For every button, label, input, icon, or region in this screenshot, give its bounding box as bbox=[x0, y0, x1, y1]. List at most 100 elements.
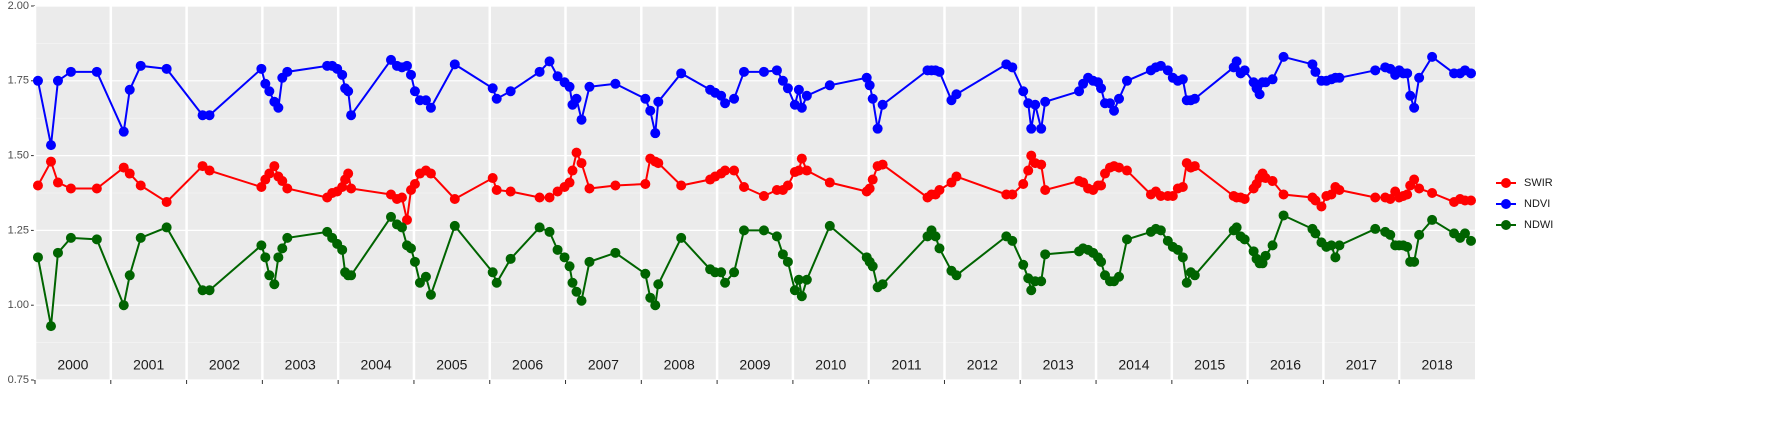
data-point bbox=[65, 66, 76, 77]
data-point bbox=[861, 72, 872, 83]
data-point bbox=[135, 232, 146, 243]
data-point bbox=[420, 271, 431, 282]
data-point bbox=[1189, 93, 1200, 104]
data-point bbox=[1278, 51, 1289, 62]
legend-key-point bbox=[1501, 220, 1511, 230]
legend-label: SWIR bbox=[1524, 177, 1553, 189]
data-point bbox=[1114, 93, 1125, 104]
data-point bbox=[1316, 201, 1327, 212]
data-point bbox=[934, 66, 945, 77]
data-point bbox=[571, 147, 582, 158]
data-point bbox=[934, 243, 945, 254]
data-point bbox=[1267, 176, 1278, 187]
data-point bbox=[951, 89, 962, 100]
data-point bbox=[260, 78, 271, 89]
data-point bbox=[505, 186, 516, 197]
data-point bbox=[824, 177, 835, 188]
data-point bbox=[91, 66, 102, 77]
data-point bbox=[576, 295, 587, 306]
data-point bbox=[1427, 51, 1438, 62]
data-point bbox=[1189, 270, 1200, 281]
data-point bbox=[1385, 229, 1396, 240]
data-point bbox=[1402, 241, 1413, 252]
data-point bbox=[1109, 105, 1120, 116]
data-point bbox=[409, 256, 420, 267]
data-point bbox=[45, 321, 56, 332]
data-point bbox=[1036, 123, 1047, 134]
data-point bbox=[676, 180, 687, 191]
data-point bbox=[1036, 276, 1047, 287]
data-point bbox=[256, 63, 267, 74]
data-point bbox=[567, 165, 578, 176]
data-point bbox=[277, 243, 288, 254]
data-point bbox=[273, 252, 284, 263]
data-point bbox=[401, 60, 412, 71]
data-point bbox=[934, 185, 945, 196]
data-point bbox=[1177, 74, 1188, 85]
data-point bbox=[676, 232, 687, 243]
data-point bbox=[256, 240, 267, 251]
data-point bbox=[640, 93, 651, 104]
data-point bbox=[1248, 246, 1259, 257]
data-point bbox=[45, 140, 56, 151]
data-point bbox=[273, 102, 284, 113]
data-point bbox=[1074, 86, 1085, 97]
data-point bbox=[1114, 162, 1125, 173]
data-point bbox=[777, 75, 788, 86]
data-point bbox=[758, 66, 769, 77]
data-point bbox=[1409, 174, 1420, 185]
data-point bbox=[584, 81, 595, 92]
data-point bbox=[653, 158, 664, 169]
data-point bbox=[264, 86, 275, 97]
data-point bbox=[1121, 234, 1132, 245]
data-point bbox=[576, 114, 587, 125]
data-point bbox=[409, 179, 420, 190]
data-point bbox=[1023, 165, 1034, 176]
data-point bbox=[610, 78, 621, 89]
y-tick-label: 1.50 bbox=[8, 150, 29, 162]
data-point bbox=[1239, 65, 1250, 76]
data-point bbox=[796, 291, 807, 302]
data-point bbox=[264, 168, 275, 179]
data-point bbox=[567, 277, 578, 288]
data-point bbox=[1167, 190, 1178, 201]
data-point bbox=[716, 90, 727, 101]
data-point bbox=[1414, 229, 1425, 240]
data-point bbox=[534, 66, 545, 77]
data-point bbox=[1121, 75, 1132, 86]
data-point bbox=[1310, 228, 1321, 239]
data-point bbox=[32, 180, 43, 191]
data-point bbox=[1310, 66, 1321, 77]
data-point bbox=[1465, 235, 1476, 246]
data-point bbox=[720, 98, 731, 109]
data-point bbox=[1026, 123, 1037, 134]
data-point bbox=[161, 222, 172, 233]
data-point bbox=[824, 80, 835, 91]
data-point bbox=[739, 225, 750, 236]
data-point bbox=[645, 292, 656, 303]
data-point bbox=[877, 99, 888, 110]
data-point bbox=[758, 225, 769, 236]
data-point bbox=[1007, 62, 1018, 73]
data-point bbox=[449, 220, 460, 231]
data-point bbox=[676, 68, 687, 79]
data-point bbox=[544, 192, 555, 203]
data-point bbox=[52, 177, 63, 188]
data-point bbox=[796, 153, 807, 164]
data-point bbox=[420, 95, 431, 106]
data-point bbox=[1278, 189, 1289, 200]
data-point bbox=[1414, 183, 1425, 194]
legend-key-point bbox=[1501, 199, 1511, 209]
data-point bbox=[337, 69, 348, 80]
data-point bbox=[1189, 161, 1200, 172]
data-point bbox=[1155, 190, 1166, 201]
year-label: 2016 bbox=[1270, 357, 1301, 373]
data-point bbox=[777, 249, 788, 260]
data-point bbox=[337, 244, 348, 255]
data-point bbox=[739, 66, 750, 77]
data-point bbox=[793, 274, 804, 285]
data-point bbox=[653, 279, 664, 290]
data-point bbox=[1334, 72, 1345, 83]
